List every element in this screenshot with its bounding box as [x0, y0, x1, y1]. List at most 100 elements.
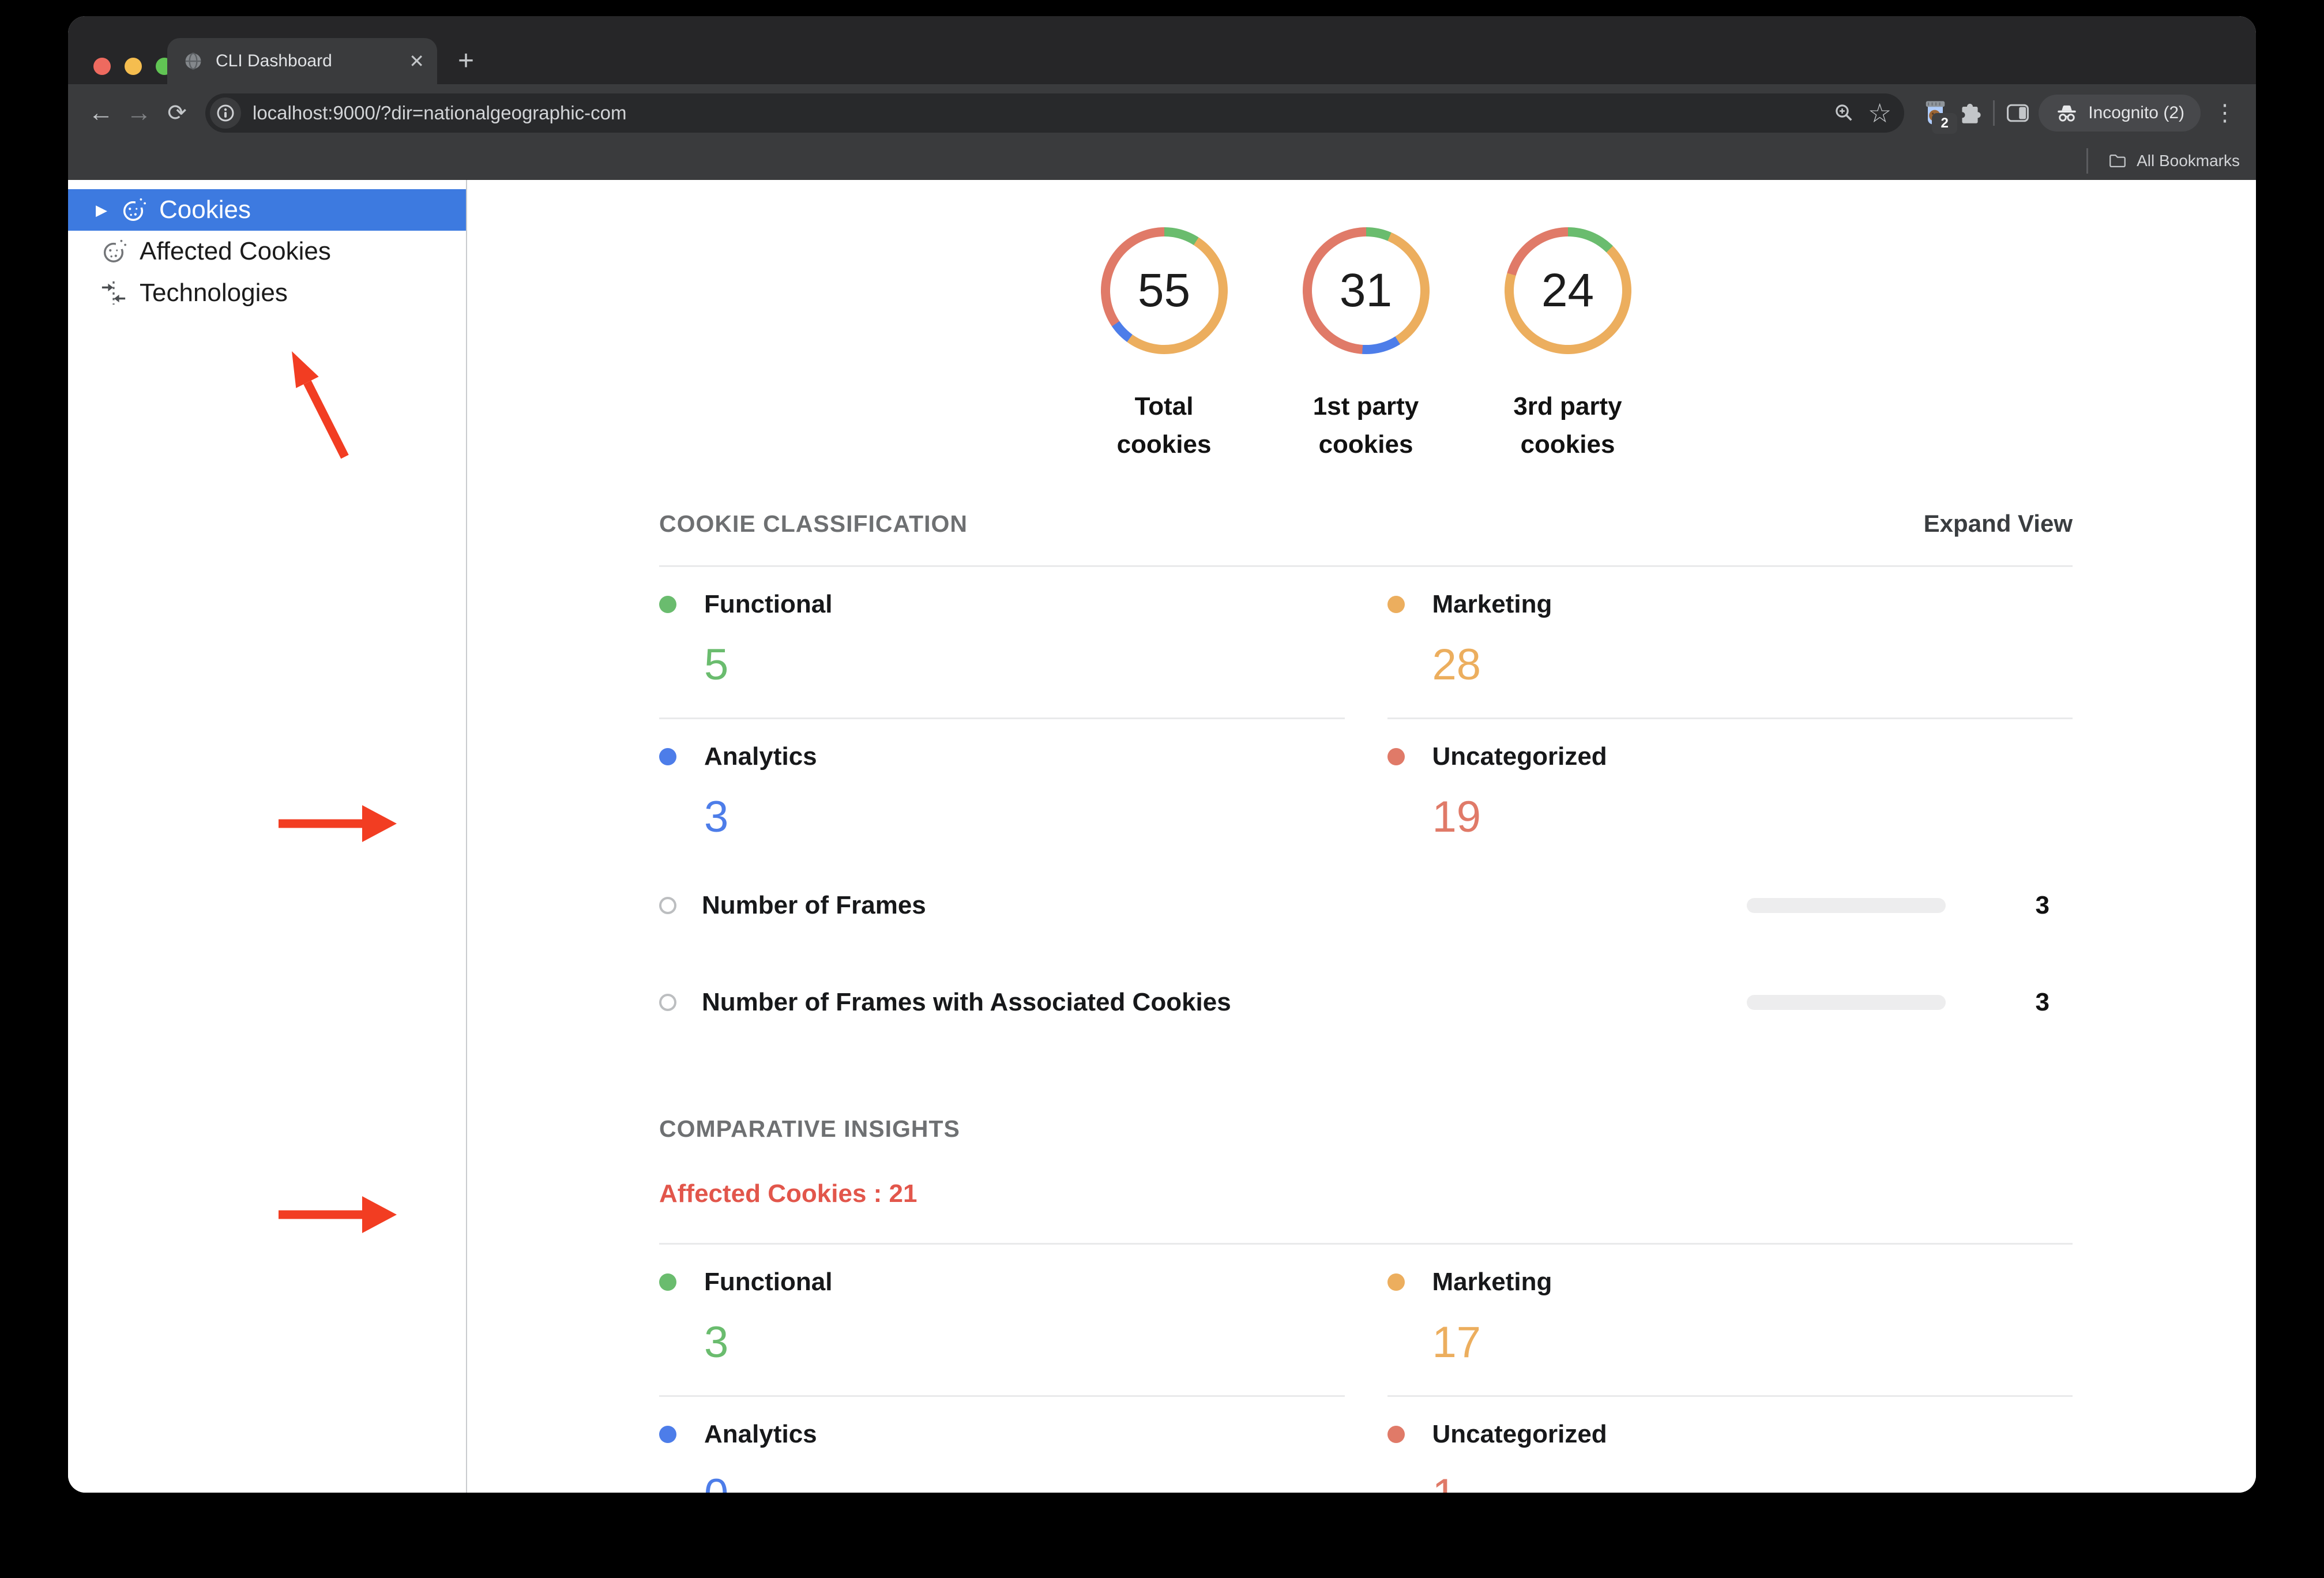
annotation-arrow-diagonal	[292, 351, 349, 459]
expand-triangle-icon[interactable]: ▶	[96, 201, 107, 219]
incognito-icon	[2058, 105, 2076, 122]
sidebar-item-cookies[interactable]: ▶ Cookies	[68, 189, 466, 231]
cookie-icon	[103, 239, 127, 262]
frames-progress-bar	[1747, 995, 1946, 1010]
divider	[659, 1243, 2073, 1245]
tab-title: CLI Dashboard	[216, 51, 332, 70]
donut-caption: Total cookies	[1116, 392, 1212, 459]
frames-value: 3	[2035, 891, 2050, 919]
page-content: ▶ Cookies	[68, 180, 2256, 1493]
url-bar[interactable]: localhost:9000/?dir=nationalgeographic-c…	[205, 93, 1905, 133]
bookmarks-separator	[2086, 148, 2089, 174]
expand-view-button[interactable]: Expand View	[1923, 510, 2073, 537]
annotation-arrow-right-1	[279, 805, 397, 842]
url-text[interactable]: localhost:9000/?dir=nationalgeographic-c…	[253, 102, 627, 123]
comparative-grid: Functional 3 Marketing 17 Analytics	[659, 1245, 2073, 1493]
category-value: 3	[704, 1318, 729, 1367]
category-cell-analytics: Analytics 3	[659, 717, 1345, 870]
category-label: Marketing	[1432, 590, 1552, 618]
donut-value: 31	[1339, 264, 1393, 317]
new-tab-button[interactable]: +	[458, 46, 475, 76]
category-value: 3	[704, 792, 729, 841]
sidebar-item-technologies[interactable]: Technologies	[68, 272, 466, 314]
category-label: Functional	[704, 1268, 833, 1296]
bookmarks-bar: All Bookmarks	[68, 142, 2256, 180]
category-dot	[1387, 1426, 1405, 1443]
sidebar-item-label: Technologies	[140, 279, 288, 307]
browser-menu-icon[interactable]: ⋮	[2213, 100, 2236, 126]
ring-icon	[659, 994, 676, 1011]
side-panel-icon[interactable]	[2005, 100, 2030, 126]
category-label: Analytics	[704, 1420, 817, 1448]
category-value: 0	[704, 1470, 1345, 1493]
section-title: COOKIE CLASSIFICATION	[659, 510, 968, 537]
affected-cookies-count: Affected Cookies : 21	[659, 1179, 917, 1208]
category-dot	[659, 1426, 676, 1443]
frames-row: Number of Frames 3	[659, 885, 2073, 926]
donut-chart: 24	[1504, 227, 1631, 354]
reload-icon[interactable]: ⟳	[167, 100, 187, 126]
category-dot	[1387, 596, 1405, 613]
donut-third-party-cookies: 24 3rd party cookies	[1504, 227, 1631, 464]
annotation-arrow-right-2	[279, 1196, 397, 1233]
bookmark-star-icon[interactable]: ☆	[1867, 98, 1892, 128]
category-dot	[1387, 748, 1405, 765]
close-tab-icon[interactable]: ✕	[409, 51, 424, 72]
sidebar-item-label: Affected Cookies	[140, 237, 331, 265]
frames-label: Number of Frames	[702, 891, 926, 919]
sidebar-item-affected-cookies[interactable]: Affected Cookies	[68, 231, 466, 272]
close-window-button[interactable]	[93, 58, 111, 75]
category-cell-analytics: Analytics 0	[659, 1395, 1345, 1493]
section-title: COMPARATIVE INSIGHTS	[659, 1115, 960, 1142]
frames-row: Number of Frames with Associated Cookies…	[659, 982, 2073, 1023]
category-value: 28	[1432, 640, 1481, 689]
traffic-lights[interactable]	[93, 58, 173, 75]
globe-favicon	[185, 52, 201, 70]
classification-header: COOKIE CLASSIFICATION Expand View	[659, 510, 2073, 538]
cookie-jar-extension-icon[interactable]: 2	[1920, 98, 1958, 134]
category-dot	[1387, 1273, 1405, 1291]
classification-grid: Functional 5 Marketing 28 Analytics	[659, 567, 2073, 870]
category-cell-uncategorized: Uncategorized 19	[1387, 717, 2073, 870]
technologies-icon	[101, 281, 126, 305]
category-label: Analytics	[704, 742, 817, 771]
zoom-page-icon[interactable]	[1832, 101, 1856, 125]
category-dot	[659, 748, 676, 765]
donut-value: 24	[1541, 264, 1595, 317]
extensions-puzzle-icon[interactable]	[1957, 100, 1983, 126]
forward-icon[interactable]: →	[126, 99, 152, 127]
category-value: 19	[1432, 792, 1481, 841]
extension-badge: 2	[1932, 113, 1958, 134]
sidebar: ▶ Cookies	[68, 180, 467, 1493]
donut-total-cookies: 55 Total cookies	[1100, 227, 1228, 464]
browser-toolbar: ← → ⟳ localhost:9000/?dir=nationalgeogra…	[68, 84, 2256, 142]
category-cell-functional: Functional 5	[659, 567, 1345, 717]
category-cell-marketing: Marketing 17	[1387, 1245, 2073, 1395]
all-bookmarks-button[interactable]: All Bookmarks	[2137, 152, 2240, 170]
donut-caption: 1st party cookies	[1313, 392, 1419, 459]
category-cell-marketing: Marketing 28	[1387, 567, 2073, 717]
category-cell-functional: Functional 3	[659, 1245, 1345, 1395]
browser-tab[interactable]: CLI Dashboard ✕	[167, 38, 437, 84]
minimize-window-button[interactable]	[125, 58, 142, 75]
category-value: 1	[1432, 1470, 2073, 1493]
category-label: Marketing	[1432, 1268, 1552, 1296]
donut-chart: 31	[1302, 227, 1430, 354]
category-value: 17	[1432, 1318, 1481, 1367]
incognito-label: Incognito (2)	[2088, 103, 2184, 122]
toolbar-separator	[1993, 100, 1995, 126]
dashboard-main: 55 Total cookies 31 1st party cookies	[467, 180, 2256, 1493]
category-label: Uncategorized	[1432, 1420, 1607, 1448]
sidebar-item-label: Cookies	[159, 196, 251, 224]
donut-chart: 55	[1100, 227, 1228, 354]
back-icon[interactable]: ←	[88, 99, 114, 127]
browser-window: CLI Dashboard ✕ + ← → ⟳ localhost:9000/?…	[68, 16, 2256, 1493]
site-info-icon[interactable]	[210, 97, 241, 129]
profile-incognito-chip[interactable]: Incognito (2)	[2039, 95, 2201, 132]
frames-progress-bar	[1747, 898, 1946, 913]
category-cell-uncategorized: Uncategorized 1	[1387, 1395, 2073, 1493]
frames-value: 3	[2035, 988, 2050, 1016]
cookie-icon	[123, 197, 146, 221]
comparative-header: COMPARATIVE INSIGHTS	[659, 1115, 2073, 1143]
